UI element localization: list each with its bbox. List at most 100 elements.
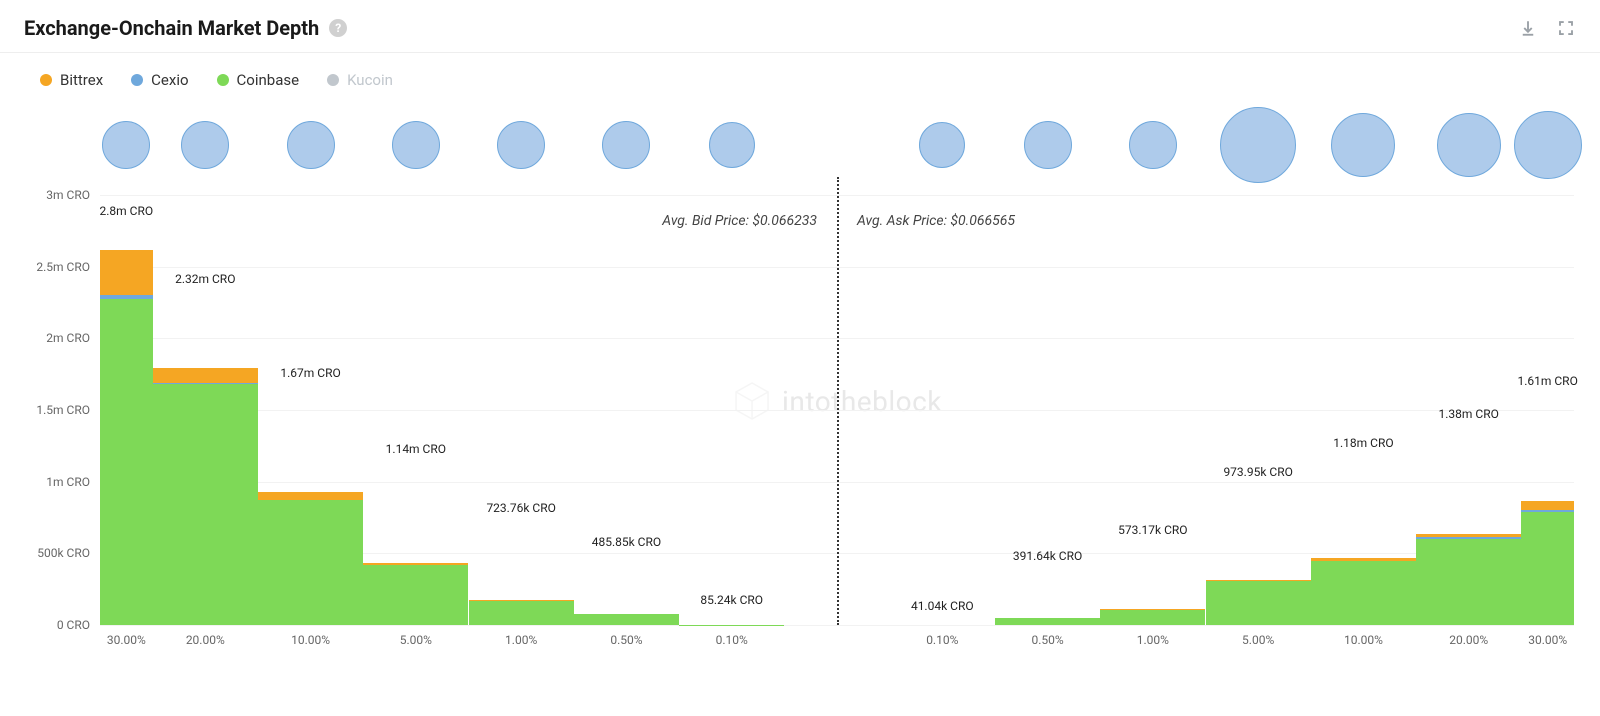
download-icon[interactable] <box>1518 18 1538 38</box>
depth-bubble[interactable] <box>392 121 440 169</box>
depth-bubble[interactable] <box>102 121 150 169</box>
bar-segment-coinbase <box>1206 581 1311 625</box>
plot: intotheblock 0 CRO500k CRO1m CRO1.5m CRO… <box>100 195 1574 625</box>
ask-bar[interactable]: 1.38m CRO <box>1416 427 1521 625</box>
legend-item-coinbase[interactable]: Coinbase <box>217 71 300 89</box>
bar-total-label: 1.38m CRO <box>1439 407 1499 421</box>
depth-bubble[interactable] <box>497 121 545 169</box>
depth-bubble[interactable] <box>919 122 965 168</box>
bar-segment-coinbase <box>1521 512 1574 625</box>
depth-bubble[interactable] <box>709 122 755 168</box>
bar-total-label: 1.14m CRO <box>386 442 446 456</box>
header-left: Exchange-Onchain Market Depth ? <box>24 16 347 40</box>
bid-bar[interactable]: 1.67m CRO <box>258 386 363 625</box>
ask-bar[interactable]: 1.61m CRO <box>1521 394 1574 625</box>
x-axis-label: 20.00% <box>186 633 225 647</box>
legend-item-bittrex[interactable]: Bittrex <box>40 71 103 89</box>
legend-swatch <box>40 74 52 86</box>
y-axis-label: 3m CRO <box>46 188 100 202</box>
bar-segment-bittrex <box>258 492 363 500</box>
expand-icon[interactable] <box>1556 18 1576 38</box>
watermark-text: intotheblock <box>782 385 942 418</box>
ask-bar[interactable]: 973.95k CRO <box>1206 485 1311 625</box>
x-axis-label: 0.50% <box>610 633 642 647</box>
y-axis-label: 1.5m CRO <box>36 403 100 417</box>
legend: Bittrex Cexio Coinbase Kucoin <box>0 53 1600 95</box>
bar-total-label: 723.76k CRO <box>486 501 555 515</box>
ask-bar[interactable]: 1.18m CRO <box>1311 456 1416 625</box>
x-axis-label: 1.00% <box>505 633 537 647</box>
y-axis-label: 2.5m CRO <box>36 260 100 274</box>
legend-label: Bittrex <box>60 71 103 89</box>
bar-total-label: 1.18m CRO <box>1333 436 1393 450</box>
ask-bar[interactable]: 573.17k CRO <box>1100 543 1205 625</box>
bar-segment-coinbase <box>995 618 1100 625</box>
x-axis-label: 1.00% <box>1137 633 1169 647</box>
bid-bar[interactable]: 1.14m CRO <box>363 462 468 625</box>
bar-segment-coinbase <box>153 384 258 625</box>
bar-segment-coinbase <box>258 500 363 625</box>
bar-segment-bittrex <box>153 368 258 384</box>
bid-bar[interactable]: 85.24k CRO <box>679 613 784 625</box>
header-actions <box>1518 18 1576 38</box>
legend-label: Coinbase <box>237 71 300 89</box>
bar-total-label: 2.8m CRO <box>100 204 154 218</box>
bid-bar[interactable]: 2.32m CRO <box>153 292 258 625</box>
depth-bubble[interactable] <box>1220 107 1296 183</box>
x-axis-label: 10.00% <box>291 633 330 647</box>
bar-segment-coinbase <box>1416 539 1521 625</box>
x-axis-label: 5.00% <box>400 633 432 647</box>
bar-total-label: 1.61m CRO <box>1517 374 1577 388</box>
bar-total-label: 485.85k CRO <box>592 535 661 549</box>
bar-total-label: 573.17k CRO <box>1118 523 1187 537</box>
y-axis-label: 1m CRO <box>46 475 100 489</box>
bid-bar[interactable]: 2.8m CRO <box>100 224 153 625</box>
bar-segment-coinbase <box>1100 610 1205 625</box>
legend-label: Cexio <box>151 71 188 89</box>
y-axis-label: 2m CRO <box>46 331 100 345</box>
depth-bubble[interactable] <box>1437 113 1501 177</box>
bar-segment-coinbase <box>100 299 153 625</box>
bar-total-label: 391.64k CRO <box>1013 549 1082 563</box>
x-axis-label: 10.00% <box>1344 633 1383 647</box>
depth-bubble[interactable] <box>1024 121 1072 169</box>
depth-bubble[interactable] <box>1129 121 1177 169</box>
x-axis-label: 30.00% <box>107 633 146 647</box>
legend-swatch <box>131 74 143 86</box>
legend-item-kucoin[interactable]: Kucoin <box>327 71 393 89</box>
bar-total-label: 2.32m CRO <box>175 272 235 286</box>
bar-total-label: 1.67m CRO <box>280 366 340 380</box>
depth-bubble[interactable] <box>1331 113 1395 177</box>
chart-title: Exchange-Onchain Market Depth <box>24 16 319 40</box>
legend-item-cexio[interactable]: Cexio <box>131 71 188 89</box>
x-axis-label: 20.00% <box>1449 633 1488 647</box>
help-icon[interactable]: ? <box>329 19 347 37</box>
bar-total-label: 973.95k CRO <box>1223 465 1292 479</box>
x-axis-label: 0.10% <box>926 633 958 647</box>
ask-bar[interactable]: 391.64k CRO <box>995 569 1100 625</box>
depth-bubble[interactable] <box>602 121 650 169</box>
legend-swatch <box>217 74 229 86</box>
x-axis-label: 0.50% <box>1031 633 1063 647</box>
y-axis-label: 500k CRO <box>37 546 100 560</box>
x-axis-label: 30.00% <box>1528 633 1567 647</box>
x-axis-label: 0.10% <box>716 633 748 647</box>
bar-total-label: 41.04k CRO <box>911 599 974 613</box>
depth-bubble[interactable] <box>287 121 335 169</box>
depth-bubble[interactable] <box>1514 111 1582 179</box>
bar-segment-coinbase <box>1311 561 1416 625</box>
x-axis: 30.00% 20.00% 10.00% 5.00% 1.00% 0.50% 0.10% 0.… <box>100 625 1574 655</box>
bid-bar[interactable]: 723.76k CRO <box>469 521 574 625</box>
chart-area: intotheblock 0 CRO 500k CRO 1m CRO 1.5m CRO… <box>0 95 1600 685</box>
bar-segment-bittrex <box>1521 501 1574 510</box>
avg-bid-price-label: Avg. Bid Price: $0.066233 <box>662 213 817 229</box>
avg-ask-price-label: Avg. Ask Price: $0.066565 <box>857 213 1015 229</box>
bid-ask-divider <box>837 177 839 625</box>
depth-bubble[interactable] <box>181 121 229 169</box>
bid-bar[interactable]: 485.85k CRO <box>574 555 679 625</box>
y-axis-label: 0 CRO <box>57 618 100 632</box>
bar-segment-coinbase <box>574 614 679 625</box>
chart-header: Exchange-Onchain Market Depth ? <box>0 0 1600 53</box>
bar-segment-coinbase <box>363 565 468 625</box>
bar-segment-bittrex <box>100 250 153 294</box>
